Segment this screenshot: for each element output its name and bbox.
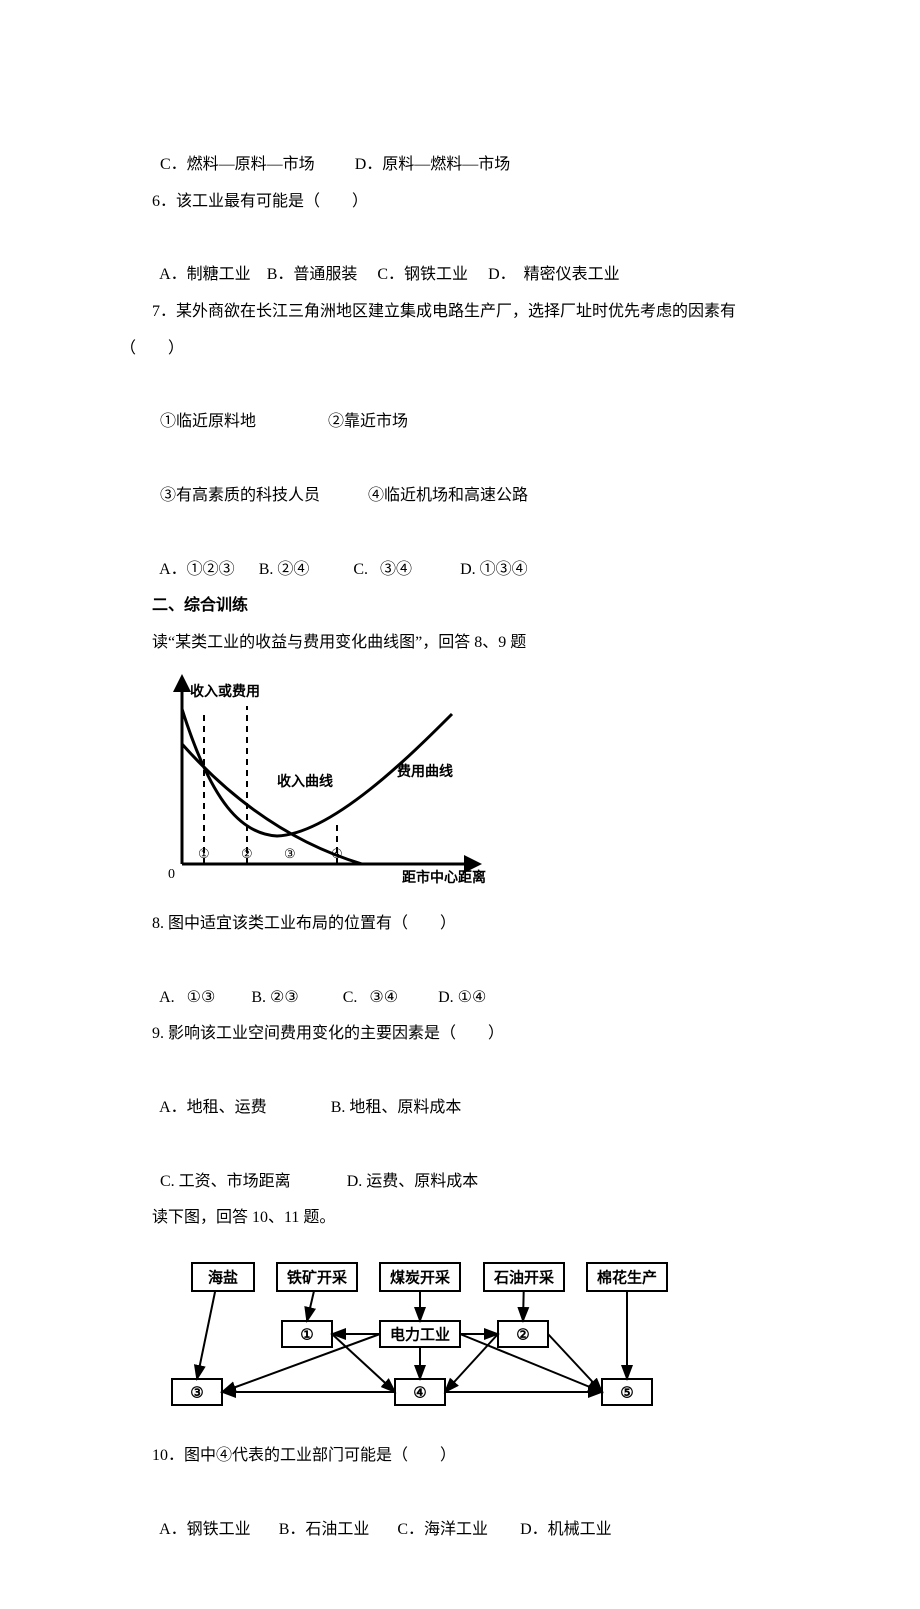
q8-option-b: B. ②③ (251, 989, 298, 1006)
q10-stem: 10．图中④代表的工业部门可能是（ ） (120, 1438, 800, 1475)
q8-stem: 8. 图中适宜该类工业布局的位置有（ ） (120, 906, 800, 943)
q8-options: A. ①③ B. ②③ C. ③④ D. ①④ (120, 943, 800, 1017)
q8-option-a: A. ①③ (159, 989, 215, 1006)
revenue-cost-chart: 收入或费用 0 距市中心距离 收入曲线 费用曲线 ① ② ③ ④ (152, 674, 800, 894)
svg-text:②: ② (516, 1327, 529, 1344)
q9-stem: 9. 影响该工业空间费用变化的主要因素是（ ） (120, 1016, 800, 1053)
svg-text:费用曲线: 费用曲线 (397, 763, 453, 780)
svg-text:收入曲线: 收入曲线 (277, 773, 333, 790)
q7-option-a: A．①②③ (159, 561, 235, 578)
q10-option-c: C．海洋工业 (397, 1521, 488, 1538)
svg-text:0: 0 (168, 867, 175, 882)
chart-intro: 读“某类工业的收益与费用变化曲线图”，回答 8、9 题 (120, 625, 800, 662)
q9-option-c: C. 工资、市场距离 (160, 1173, 291, 1190)
svg-text:电力工业: 电力工业 (390, 1326, 450, 1344)
q6-stem: 6．该工业最有可能是（ ） (120, 184, 800, 221)
q7-item-1: ①临近原料地 (160, 413, 256, 430)
svg-text:煤炭开采: 煤炭开采 (390, 1269, 451, 1287)
q6-option-d: D． 精密仪表工业 (488, 266, 620, 283)
svg-text:铁矿开采: 铁矿开采 (287, 1269, 348, 1287)
q10-option-b: B．石油工业 (279, 1521, 370, 1538)
q7-option-d: D. ①③④ (460, 561, 528, 578)
q6-option-a: A．制糖工业 (159, 266, 251, 283)
q9-option-a: A．地租、运费 (159, 1099, 267, 1116)
q5-option-line: C．燃料—原料—市场 D．原料—燃料—市场 (120, 110, 800, 184)
q10-options: A．钢铁工业 B．石油工业 C．海洋工业 D．机械工业 (120, 1475, 800, 1549)
svg-text:①: ① (300, 1327, 313, 1344)
q7-stem-line1: 7．某外商欲在长江三角洲地区建立集成电路生产厂，选择厂址时优先考虑的因素有 (120, 294, 800, 331)
q7-item-4: ④临近机场和高速公路 (368, 487, 528, 504)
q6-option-c: C．钢铁工业 (377, 266, 468, 283)
svg-text:距市中心距离: 距市中心距离 (402, 869, 486, 886)
q5-option-c: C．燃料—原料—市场 (160, 156, 315, 173)
svg-text:海盐: 海盐 (208, 1269, 238, 1287)
svg-text:②: ② (241, 846, 253, 861)
q6-option-b: B．普通服装 (267, 266, 358, 283)
q6-options: A．制糖工业 B．普通服装 C．钢铁工业 D． 精密仪表工业 (120, 220, 800, 294)
q10-option-a: A．钢铁工业 (159, 1521, 251, 1538)
q10-option-d: D．机械工业 (520, 1521, 612, 1538)
svg-text:④: ④ (413, 1385, 426, 1402)
svg-text:③: ③ (190, 1385, 203, 1402)
q7-items-row1: ①临近原料地 ②靠近市场 (120, 368, 800, 442)
q7-stem-line2: （ ） (120, 331, 800, 368)
q9-options-row1: A．地租、运费 B. 地租、原料成本 (120, 1053, 800, 1127)
q7-options: A．①②③ B. ②④ C. ③④ D. ①③④ (120, 515, 800, 589)
svg-text:③: ③ (284, 846, 296, 861)
q8-option-d: D. ①④ (438, 989, 486, 1006)
q7-items-row2: ③有高素质的科技人员 ④临近机场和高速公路 (120, 441, 800, 515)
q5-option-d: D．原料—燃料—市场 (355, 156, 511, 173)
q7-option-c: C. ③④ (353, 561, 412, 578)
section-2-title: 二、综合训练 (120, 588, 800, 625)
svg-text:收入或费用: 收入或费用 (190, 683, 260, 700)
diagram-intro: 读下图，回答 10、11 题。 (120, 1200, 800, 1237)
industry-flowchart: 海盐 铁矿开采 煤炭开采 石油开采 棉花生产 ① 电力工业 ② ③ ④ ⑤ (152, 1253, 800, 1418)
q8-option-c: C. ③④ (343, 989, 398, 1006)
q9-option-b: B. 地租、原料成本 (331, 1099, 462, 1116)
svg-text:①: ① (198, 846, 210, 861)
q9-option-d: D. 运费、原料成本 (347, 1173, 479, 1190)
q7-option-b: B. ②④ (259, 561, 310, 578)
q9-options-row2: C. 工资、市场距离 D. 运费、原料成本 (120, 1127, 800, 1201)
svg-text:棉花生产: 棉花生产 (597, 1269, 657, 1287)
svg-text:石油开采: 石油开采 (493, 1269, 555, 1287)
svg-text:⑤: ⑤ (620, 1385, 633, 1402)
svg-text:④: ④ (331, 846, 343, 861)
q7-item-3: ③有高素质的科技人员 (160, 487, 320, 504)
q7-item-2: ②靠近市场 (328, 413, 408, 430)
